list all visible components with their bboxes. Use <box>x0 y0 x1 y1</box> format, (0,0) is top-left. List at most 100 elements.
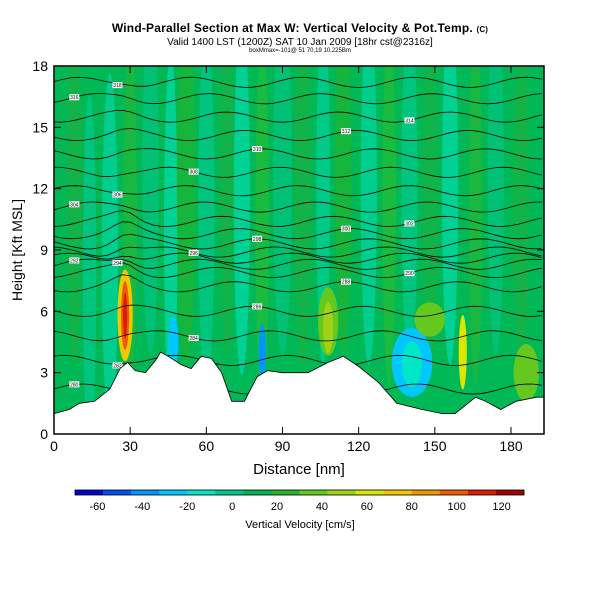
colorbar-swatch <box>131 490 160 495</box>
velocity-streak <box>335 66 352 356</box>
x-tick-label: 30 <box>122 438 138 454</box>
contour-label: 312 <box>342 129 351 135</box>
colorbar-swatch <box>243 490 272 495</box>
x-tick-label: 180 <box>499 438 523 454</box>
colorbar-tick-label: -60 <box>89 501 105 513</box>
axes: 0 30 60 90 120 150 180 0 3 6 9 12 15 18 <box>32 58 544 454</box>
contour-label-box <box>252 303 263 310</box>
theta-contour <box>54 246 542 258</box>
velocity-streak <box>233 66 250 376</box>
velocity-cell <box>401 341 423 388</box>
y-tick-label: 9 <box>40 242 48 258</box>
terrain <box>53 351 545 435</box>
contour-label: 314 <box>405 118 414 124</box>
velocity-streak <box>273 66 292 356</box>
velocity-streak <box>66 66 83 366</box>
contour-label: 300 <box>342 227 351 233</box>
theta-contour <box>54 109 542 123</box>
contour-label: 286 <box>253 304 262 310</box>
contour-label-box <box>112 191 123 198</box>
theta-contour <box>54 148 542 160</box>
theta-contour <box>54 185 542 197</box>
velocity-cell <box>458 315 467 390</box>
colorbar-tick-label: 20 <box>271 501 283 513</box>
velocity-streak <box>513 66 530 376</box>
contour-label: 302 <box>405 221 414 227</box>
velocity-streak <box>441 66 459 366</box>
theta-contour <box>54 210 542 227</box>
colorbar-swatch <box>75 490 104 495</box>
contour-label-box <box>340 128 351 135</box>
velocity-cell <box>123 292 128 339</box>
velocity-streak <box>101 73 118 427</box>
theta-contour <box>54 252 542 264</box>
theta-contour <box>54 274 542 293</box>
contour-label: 310 <box>253 147 262 153</box>
theta-contour <box>54 304 542 317</box>
theta-contour <box>54 93 542 105</box>
contour-label: 284 <box>189 336 198 342</box>
colorbar-swatch <box>215 490 244 495</box>
contour-label: 306 <box>113 193 122 199</box>
theta-contour <box>54 76 542 88</box>
theta-contour <box>54 330 542 342</box>
contour-label: 304 <box>70 202 79 208</box>
contour-label-box <box>69 201 80 208</box>
colorbar-swatch <box>355 490 384 495</box>
contour-label: 292 <box>70 258 79 264</box>
contour-label-box <box>112 82 123 89</box>
colorbar-frame <box>74 489 525 496</box>
contour-label-box <box>188 168 199 175</box>
colorbar-swatch <box>495 490 525 495</box>
contour-label: 288 <box>342 280 351 286</box>
velocity-streak <box>198 66 215 386</box>
colorbar-tick-label: 0 <box>229 501 235 513</box>
theta-contour <box>54 233 542 250</box>
x-tick-label: 120 <box>347 438 371 454</box>
contour-label: 316 <box>70 95 79 101</box>
contour-label-box <box>252 145 263 152</box>
theta-contour <box>54 166 542 178</box>
velocity-cell <box>258 323 266 381</box>
velocity-streak <box>219 66 234 356</box>
chart-subtitle: Valid 1400 LST (1200Z) SAT 10 Jan 2009 [… <box>167 37 433 48</box>
terrain-surface <box>53 351 545 435</box>
contour-label-box <box>188 249 199 256</box>
colorbar-swatch <box>159 490 188 495</box>
contour-label: 298 <box>253 237 262 243</box>
colorbar-swatch <box>439 490 469 495</box>
colorbar-swatch <box>327 490 356 495</box>
velocity-streak <box>468 66 483 386</box>
velocity-cell <box>513 344 539 402</box>
contour-label: 290 <box>405 271 414 277</box>
contour-label-box <box>404 117 415 124</box>
velocity-streak <box>294 66 311 376</box>
colorbar-tick-label: 40 <box>316 501 328 513</box>
contour-label: 308 <box>189 170 198 176</box>
colorbar-label: Vertical Velocity [cm/s] <box>245 519 354 531</box>
theta-contour <box>54 128 542 142</box>
velocity-streak <box>82 93 97 434</box>
colorbar-swatch <box>411 490 441 495</box>
y-tick-label: 3 <box>40 365 48 381</box>
x-tick-label: 60 <box>199 438 215 454</box>
x-tick-label: 90 <box>275 438 291 454</box>
chart-subtitle-detail: boxMmax=-101@ 51 70,19 10,225Bm <box>249 48 351 54</box>
contour-label-box <box>112 362 123 369</box>
colorbar: -60 -40 -20 0 20 40 60 80 100 120 <box>74 489 525 513</box>
x-tick-label: 0 <box>50 438 58 454</box>
theta-contour <box>54 258 542 270</box>
velocity-streak <box>487 66 504 356</box>
colorbar-swatch <box>187 490 216 495</box>
contour-label: 280 <box>70 382 79 388</box>
velocity-streak <box>382 66 396 386</box>
colorbar-tick-label: 80 <box>406 501 418 513</box>
colorbar-swatch <box>299 490 328 495</box>
contour-label: 296 <box>189 251 198 257</box>
velocity-cell <box>168 316 179 368</box>
colorbar-swatch <box>103 490 132 495</box>
y-tick-label: 6 <box>40 303 48 319</box>
contour-label-box <box>69 257 80 264</box>
velocity-streak <box>176 66 196 366</box>
